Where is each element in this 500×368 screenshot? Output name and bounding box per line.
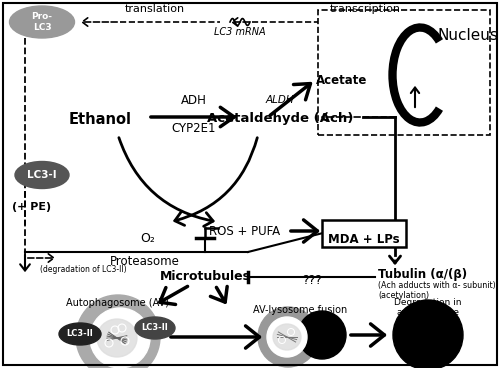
Text: transcription: transcription	[330, 4, 400, 14]
Text: AV-lysosome fusion: AV-lysosome fusion	[253, 305, 347, 315]
Ellipse shape	[97, 319, 137, 357]
Text: Nucleus: Nucleus	[438, 28, 498, 43]
Text: ???: ???	[302, 274, 322, 287]
Text: ALDH: ALDH	[266, 95, 294, 105]
Text: LC3-I: LC3-I	[27, 170, 57, 180]
Text: Tubulin (α/(β): Tubulin (α/(β)	[378, 268, 467, 281]
Text: Ethanol: Ethanol	[68, 112, 132, 127]
Text: Degradation in
autolysosome: Degradation in autolysosome	[394, 298, 462, 317]
Circle shape	[393, 300, 463, 368]
Ellipse shape	[273, 324, 301, 350]
Text: LC3 mRNA: LC3 mRNA	[214, 27, 266, 37]
Circle shape	[298, 311, 346, 359]
Text: Pro-
LC3: Pro- LC3	[32, 12, 52, 32]
Text: Acetaldehyde (Ach): Acetaldehyde (Ach)	[207, 112, 353, 125]
Text: (+ PE): (+ PE)	[12, 202, 51, 212]
Text: Microtubules: Microtubules	[160, 270, 250, 283]
Circle shape	[90, 308, 150, 368]
Ellipse shape	[10, 6, 74, 38]
Text: LC3-II: LC3-II	[142, 323, 169, 333]
Ellipse shape	[135, 317, 175, 339]
Ellipse shape	[59, 323, 101, 345]
Text: Acetate: Acetate	[316, 74, 368, 87]
Text: MDA + LPs: MDA + LPs	[328, 233, 400, 246]
Text: ADH: ADH	[181, 94, 207, 107]
FancyBboxPatch shape	[322, 220, 406, 247]
Text: CYP2E1: CYP2E1	[172, 122, 216, 135]
Text: O₂: O₂	[140, 232, 156, 245]
Text: LC3-II: LC3-II	[66, 329, 94, 339]
Circle shape	[76, 295, 160, 368]
Bar	[318, 10, 490, 135]
Circle shape	[258, 307, 318, 367]
Ellipse shape	[15, 162, 69, 188]
Text: (degradation of LC3-II): (degradation of LC3-II)	[40, 265, 126, 274]
Text: Autophagosome (AV): Autophagosome (AV)	[66, 298, 170, 308]
Text: ROS + PUFA: ROS + PUFA	[210, 225, 280, 238]
Circle shape	[267, 317, 307, 357]
Text: Proteasome: Proteasome	[110, 255, 180, 268]
Text: (acetylation): (acetylation)	[378, 291, 429, 300]
Text: translation: translation	[125, 4, 185, 14]
Text: (Ach adducts with α- subunit);: (Ach adducts with α- subunit);	[378, 281, 498, 290]
